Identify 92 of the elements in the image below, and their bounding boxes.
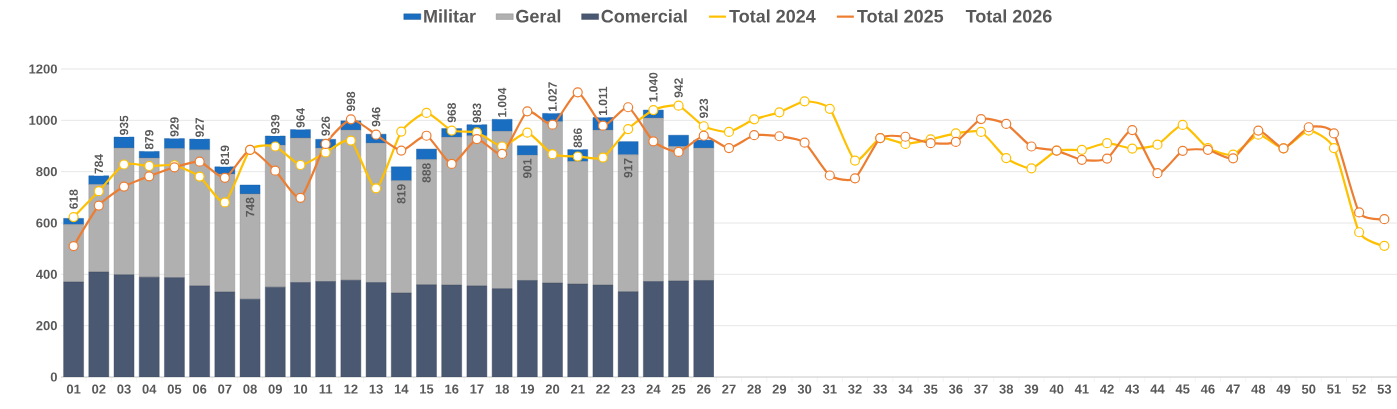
x-tick-label: 15	[420, 384, 434, 394]
total-label: 926	[321, 116, 330, 136]
x-tick-label: 25	[671, 384, 686, 394]
x-tick-label: 21	[570, 384, 585, 394]
x-tick-label: 31	[822, 384, 837, 394]
x-tick-label: 53	[1377, 384, 1392, 394]
x-tick-label: 11	[319, 384, 333, 394]
x-tick-label: 40	[1049, 384, 1064, 394]
x-tick-label: 51	[1327, 384, 1341, 394]
x-tick-label: 08	[243, 384, 257, 394]
x-tick-label: 07	[218, 384, 232, 394]
legend-label: Total 2025	[857, 9, 944, 23]
x-tick-label: 27	[722, 384, 736, 394]
x-tick-label: 41	[1074, 384, 1089, 394]
x-tick-label: 17	[470, 384, 484, 394]
x-tick-label: 48	[1251, 384, 1266, 394]
x-tick-label: 45	[1175, 384, 1190, 394]
x-tick-label: 16	[445, 384, 459, 394]
x-tick-label: 36	[948, 384, 963, 394]
total-label: 917	[623, 158, 633, 178]
legend-label: Geral	[516, 9, 561, 23]
x-tick-label: 38	[999, 384, 1014, 394]
x-tick-label: 04	[142, 384, 157, 394]
total-label: 1.004	[497, 87, 507, 117]
total-label: 886	[573, 128, 582, 148]
x-tick-label: 10	[294, 384, 308, 394]
total-label: 1.011	[598, 86, 608, 116]
total-label: 819	[220, 145, 230, 165]
total-label: 927	[195, 117, 204, 137]
total-label: 1.040	[649, 72, 658, 102]
x-tick-label: 18	[495, 384, 509, 394]
total-label: 929	[170, 117, 179, 137]
x-tick-label: 44	[1150, 384, 1165, 394]
x-tick-label: 23	[621, 384, 635, 394]
x-tick-label: 35	[923, 384, 938, 394]
x-tick-label: 34	[898, 384, 913, 394]
x-tick-label: 05	[167, 384, 182, 394]
x-tick-label: 47	[1226, 384, 1240, 394]
y-tick-label: 800	[36, 167, 57, 177]
total-label: 901	[523, 158, 532, 179]
total-label: 946	[371, 107, 381, 127]
total-label: 964	[296, 107, 305, 128]
x-tick-label: 28	[747, 384, 761, 394]
x-tick-label: 32	[848, 384, 862, 394]
total-label: 1.027	[548, 82, 557, 111]
total-label: 888	[422, 163, 431, 183]
x-tick-label: 06	[192, 384, 207, 394]
total-label: 998	[346, 91, 356, 112]
x-tick-label: 02	[92, 384, 106, 394]
total-label: 968	[447, 103, 456, 123]
x-tick-label: 19	[520, 384, 535, 394]
y-tick-label: 0	[50, 372, 57, 382]
total-label: 935	[119, 115, 129, 135]
total-label: 983	[472, 103, 482, 123]
y-tick-label: 200	[36, 321, 57, 331]
total-label: 784	[94, 154, 104, 174]
y-tick-label: 400	[35, 269, 57, 279]
x-tick-label: 22	[596, 384, 610, 394]
total-label: 879	[144, 130, 154, 150]
x-tick-label: 12	[344, 384, 358, 394]
x-tick-label: 39	[1024, 384, 1039, 394]
x-tick-label: 26	[696, 384, 711, 394]
x-tick-label: 03	[117, 384, 131, 394]
total-label: 618	[69, 189, 78, 209]
x-tick-label: 01	[66, 384, 81, 394]
text: Total 2026	[965, 9, 1052, 23]
legend-label: Militar	[424, 9, 476, 23]
total-label: 942	[674, 78, 683, 98]
x-tick-label: 30	[797, 384, 812, 394]
total-label: 939	[271, 114, 280, 134]
x-tick-label: 09	[268, 384, 282, 394]
x-tick-label: 52	[1352, 384, 1366, 394]
x-tick-label: 24	[646, 384, 661, 394]
x-tick-label: 50	[1301, 384, 1316, 394]
total-label: 819	[397, 184, 406, 204]
x-tick-label: 13	[369, 384, 383, 394]
x-tick-label: 37	[974, 384, 988, 394]
total-label: 748	[245, 197, 255, 217]
x-tick-label: 20	[545, 384, 560, 394]
x-tick-label: 33	[873, 384, 887, 394]
x-tick-label: 46	[1200, 384, 1215, 394]
x-tick-label: 49	[1276, 384, 1291, 394]
total-label: 923	[699, 98, 709, 118]
y-tick-label: 1000	[29, 115, 57, 125]
x-tick-label: 42	[1100, 384, 1114, 394]
x-tick-label: 14	[394, 384, 409, 394]
x-tick-label: 43	[1125, 384, 1140, 394]
y-tick-label: 1200	[29, 64, 57, 74]
x-tick-label: 29	[772, 384, 787, 394]
y-tick-label: 600	[36, 218, 57, 228]
legend-label: Comercial	[601, 9, 687, 23]
legend-label: Total 2024	[729, 9, 816, 23]
